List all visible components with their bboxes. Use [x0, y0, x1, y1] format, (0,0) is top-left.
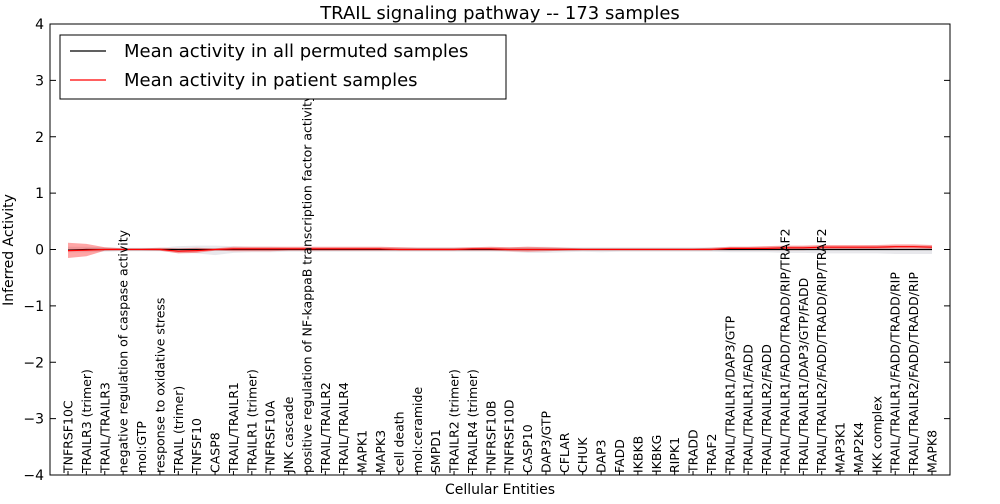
x-tick-label: CHUK — [575, 437, 590, 473]
x-tick-label: TRADD — [686, 429, 701, 474]
x-tick-label: RIPK1 — [667, 437, 682, 473]
legend-label-patient: Mean activity in patient samples — [124, 70, 418, 91]
x-tick-label: MAPK3 — [373, 430, 388, 473]
y-axis-label: Inferred Activity — [1, 194, 17, 306]
x-tick-label: DAP3 — [594, 440, 609, 473]
x-tick-label: JNK cascade — [281, 396, 296, 474]
x-tick-label: TRAIL/TRAILR1/FADD/TRADD/RIP — [888, 272, 903, 474]
y-tick-label: 2 — [35, 130, 44, 146]
x-tick-label: IKK complex — [869, 396, 884, 473]
x-tick-label: TRAIL/TRAILR4 — [336, 382, 351, 474]
x-tick-label: IKBKG — [649, 435, 664, 473]
x-tick-label: mol:GTP — [134, 421, 149, 473]
x-tick-label: positive regulation of NF-kappaB transcr… — [300, 94, 315, 473]
x-tick-label: TRAIL/TRAILR2/FADD/TRADD/RIP — [906, 272, 921, 474]
x-tick-label: TRAILR4 (trimer) — [465, 369, 480, 474]
x-tick-label: CASP8 — [208, 432, 223, 473]
x-tick-label: TRAIL/TRAILR2 — [318, 382, 333, 474]
x-tick-label: TRAILR3 (trimer) — [79, 369, 94, 474]
y-tick-label: 4 — [35, 17, 44, 33]
x-tick-label: TRAIL (trimer) — [171, 386, 186, 474]
x-tick-label: MAPK1 — [355, 430, 370, 473]
legend: Mean activity in all permuted samples Me… — [60, 35, 506, 99]
x-tick-label: TRAIL/TRAILR1/FADD — [741, 344, 756, 474]
x-tick-label: TRAIL/TRAILR1/DAP3/GTP/FADD — [796, 278, 811, 474]
x-tick-label: cell death — [391, 411, 406, 473]
x-tick-label: TNFRSF10A — [263, 400, 278, 474]
x-tick-label: TRAILR2 (trimer) — [447, 369, 462, 474]
x-tick-label: CASP10 — [520, 424, 535, 473]
x-tick-label: TNFRSF10B — [483, 401, 498, 474]
x-tick-label: MAP3K1 — [833, 422, 848, 473]
x-tick-label: TRAIL/TRAILR1/DAP3/GTP — [722, 315, 737, 474]
x-tick-label: TRAIL/TRAILR1/FADD/TRADD/RIP/TRAF2 — [777, 228, 792, 474]
x-tick-label: MAPK8 — [925, 430, 940, 473]
x-tick-label: CFLAR — [557, 432, 572, 473]
x-tick-label: TNFRSF10D — [502, 399, 517, 474]
y-tick-label: −3 — [23, 412, 44, 428]
chart-title: TRAIL signaling pathway -- 173 samples — [319, 3, 680, 24]
x-tick-label: TNFRSF10C — [61, 400, 76, 474]
y-tick-label: −2 — [23, 355, 44, 371]
legend-label-permuted: Mean activity in all permuted samples — [124, 41, 468, 62]
y-tick-label: −4 — [23, 468, 44, 484]
x-tick-label: TRAIL/TRAILR2/FADD/TRADD/RIP/TRAF2 — [814, 228, 829, 474]
x-axis-label: Cellular Entities — [445, 482, 555, 498]
x-tick-label: TRAIL/TRAILR3 — [97, 382, 112, 474]
x-tick-label: TRAILR1 (trimer) — [244, 369, 259, 474]
y-tick-label: 3 — [35, 73, 44, 89]
x-tick-label: IKBKB — [630, 436, 645, 473]
y-tick-label: 0 — [35, 243, 44, 259]
x-tick-label: TRAIL/TRAILR1 — [226, 382, 241, 474]
x-tick-label: MAP2K4 — [851, 422, 866, 473]
x-tick-label: mol:ceramide — [410, 387, 425, 473]
x-tick-label: TRAF2 — [704, 433, 719, 474]
x-tick-label: FADD — [612, 439, 627, 473]
x-tick-label: negative regulation of caspase activity — [116, 229, 131, 473]
x-tick-label: DAP3/GTP — [539, 410, 554, 473]
y-tick-label: 1 — [35, 186, 44, 202]
x-tick-label: TRAIL/TRAILR2/FADD — [759, 344, 774, 474]
x-tick-label: response to oxidative stress — [152, 298, 167, 473]
x-tick-label: TNFSF10 — [189, 418, 204, 474]
y-tick-label: −1 — [23, 299, 44, 315]
x-tick-label: SMPD1 — [428, 429, 443, 473]
